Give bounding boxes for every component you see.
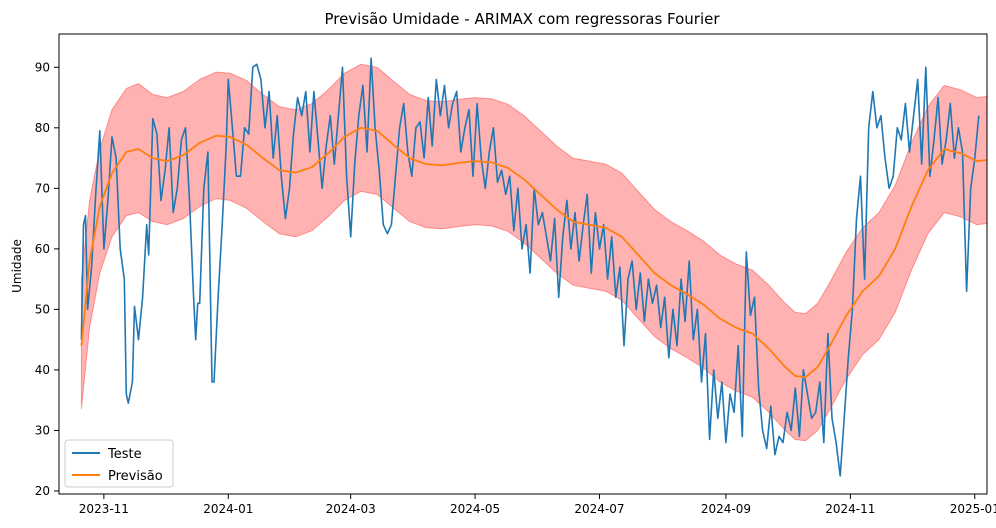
plot-area [58, 33, 988, 495]
interval-band [80, 63, 987, 442]
x-tick-label: 2025-01 [950, 502, 996, 516]
y-tick-label: 40 [35, 363, 50, 377]
confidence-interval-band [80, 63, 987, 442]
chart-title: Previsão Umidade - ARIMAX com regressora… [324, 10, 720, 28]
x-tick-label: 2024-01 [203, 502, 253, 516]
x-tick-label: 2023-11 [79, 502, 129, 516]
plot-frame [58, 33, 988, 495]
y-tick-label: 80 [35, 121, 50, 135]
x-axis: 2023-11 2024-01 2024-03 2024-05 2024-07 2024-… [79, 494, 996, 516]
y-tick-label: 50 [35, 302, 50, 316]
x-tick-label: 2024-07 [574, 502, 624, 516]
series-line-previsao [80, 126, 987, 379]
y-axis-label: Umidade [10, 239, 24, 293]
legend: Teste Previsão [64, 439, 174, 488]
legend-label: Previsão [108, 469, 163, 484]
series-lines [80, 57, 987, 477]
x-tick-label: 2024-09 [701, 502, 751, 516]
y-tick-label: 20 [35, 484, 50, 498]
y-axis: 20 30 40 50 60 70 80 90 [35, 60, 59, 498]
y-tick-label: 30 [35, 423, 50, 437]
series-line-teste [80, 57, 980, 477]
legend-label: Teste [107, 447, 142, 462]
x-tick-label: 2024-05 [450, 502, 500, 516]
y-tick-label: 70 [35, 181, 50, 195]
x-tick-label: 2024-11 [825, 502, 875, 516]
y-tick-label: 90 [35, 60, 50, 74]
y-tick-label: 60 [35, 242, 50, 256]
x-tick-label: 2024-03 [326, 502, 376, 516]
